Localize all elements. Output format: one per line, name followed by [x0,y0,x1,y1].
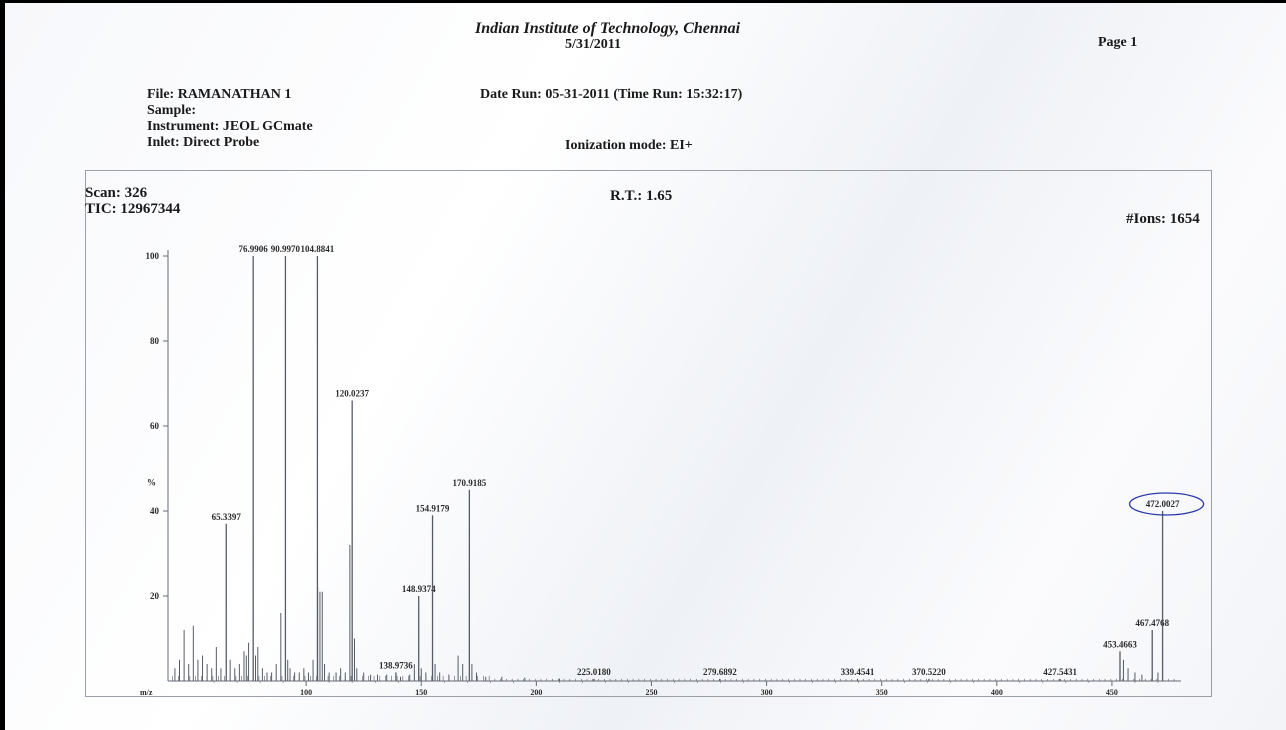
file-name: File: RAMANATHAN 1 [147,87,292,102]
y-tick-label: 20 [150,591,160,601]
x-tick-label: 400 [991,688,1003,697]
peak-label: 138.9736 [379,661,413,671]
peak-label: 279.6892 [703,667,737,677]
ions-count: #Ions: 1654 [1126,211,1200,227]
report-page [5,3,1286,730]
scan-border-top [0,0,1286,3]
peak-label: 120.0237 [335,389,369,399]
y-tick-label: 60 [150,421,160,431]
tic-value: TIC: 12967344 [85,201,181,217]
y-axis-title: % [147,477,156,487]
peak-label: 225.0180 [577,667,611,677]
retention-time: R.T.: 1.65 [610,188,673,204]
y-tick-label: 40 [150,506,160,516]
peak-label: 427.5431 [1043,667,1077,677]
y-tick-label: 80 [150,336,160,346]
inlet-label: Inlet: Direct Probe [147,135,260,150]
institute-title: Indian Institute of Technology, Chennai [475,20,741,37]
spectrum-frame [85,170,1212,697]
peak-label: 65.3397 [212,512,242,522]
peak-label: 154.9179 [416,503,450,513]
date-run: Date Run: 05-31-2011 (Time Run: 15:32:17… [480,87,743,102]
x-tick-label: 150 [415,688,427,697]
peak-label: 104.8841 [301,244,335,254]
peak-label: 170.9185 [452,478,486,488]
page-number: Page 1 [1098,35,1138,50]
scan-border-left [0,0,5,730]
peak-label: 76.9906 [239,244,269,254]
print-date: 5/31/2011 [565,37,622,52]
instrument-label: Instrument: JEOL GCmate [147,119,313,134]
peak-label: 370.5220 [912,667,946,677]
scan-number: Scan: 326 [85,185,148,201]
peak-label: 148.9374 [402,584,436,594]
x-tick-label: 350 [876,688,888,697]
x-tick-label: 100 [300,688,312,697]
x-tick-label: 300 [761,688,773,697]
peak-label: 339.4541 [841,667,875,677]
x-tick-label: 200 [530,688,542,697]
peak-label: 453.4663 [1103,639,1137,649]
peak-label: 467.4768 [1135,618,1169,628]
ionization-mode: Ionization mode: EI+ [565,138,693,153]
x-axis-title: m/z [140,688,153,697]
peak-label: 472.0027 [1146,499,1180,509]
peak-highlight-circle [1128,492,1205,516]
sample-label: Sample: [147,103,196,118]
peak-label: 90.9970 [271,244,301,254]
x-tick-label: 250 [645,688,657,697]
x-tick-label: 450 [1106,688,1118,697]
y-tick-label: 100 [146,251,160,261]
